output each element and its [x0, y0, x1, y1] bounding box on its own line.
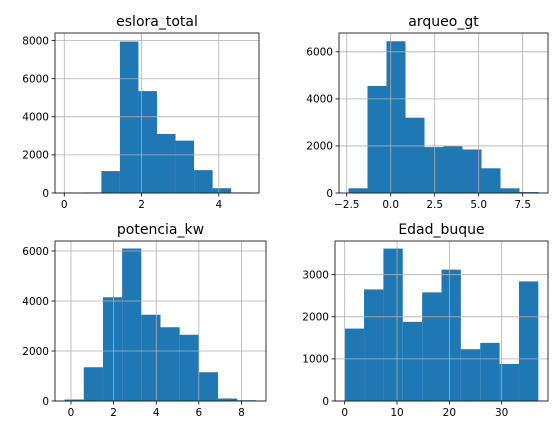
histogram-bar — [480, 342, 500, 401]
histogram-bar — [383, 248, 403, 401]
subplot-title: eslora_total — [116, 14, 198, 30]
y-tick-label: 2000 — [306, 141, 333, 153]
x-tick-label: 4 — [153, 407, 160, 419]
x-tick-label: 7.5 — [514, 199, 531, 211]
subplot-potencia_kw: 0 2 4 6 8 0 2000 4000 6000 potencia_kw — [22, 222, 267, 419]
x-tick-label: 2.5 — [426, 199, 443, 211]
histogram-bar — [441, 269, 461, 401]
histogram-bar — [422, 292, 442, 401]
histogram-bars — [64, 41, 250, 194]
histogram-bar — [160, 327, 180, 401]
y-tick-label: 6000 — [306, 47, 333, 59]
histogram-bar — [157, 133, 176, 193]
y-tick-label: 6000 — [22, 74, 49, 86]
x-tick-label: 8 — [238, 407, 245, 419]
histogram-bar — [141, 314, 161, 401]
y-tick-label: 0 — [326, 188, 333, 200]
y-tick-label: 2000 — [302, 312, 329, 324]
subplot-title: Edad_buque — [398, 222, 484, 238]
x-tick-label: 30 — [495, 407, 508, 419]
histogram-bar — [402, 321, 423, 401]
y-tick-label: 0 — [42, 188, 49, 200]
histogram-bar — [443, 145, 463, 193]
x-tick-label: 5.0 — [470, 199, 487, 211]
x-tick-label: 0 — [341, 407, 348, 419]
subplot-title: potencia_kw — [117, 222, 204, 238]
histogram-bar — [405, 117, 425, 193]
grid-lines — [339, 33, 548, 194]
x-tick-label: 4 — [215, 199, 222, 211]
histogram-bar — [500, 188, 520, 193]
x-tick-label: 2 — [110, 407, 117, 419]
y-tick-label: 1000 — [302, 354, 329, 366]
histogram-bar — [119, 41, 139, 194]
histogram-bar — [462, 149, 482, 193]
histogram-bar — [101, 171, 120, 193]
histogram-bar — [64, 399, 84, 401]
y-tick-label: 8000 — [22, 35, 49, 47]
x-tick-label: 0 — [68, 407, 75, 419]
histogram-bar — [499, 363, 519, 401]
subplot-eslora_total: 0 2 4 0 2000 4000 6000 8000 eslora_total — [22, 14, 260, 211]
histogram-bar — [367, 85, 387, 193]
histogram-bar — [386, 41, 406, 194]
histogram-bars — [344, 248, 539, 401]
y-tick-label: 2000 — [22, 150, 49, 162]
subplot-title: arqueo_gt — [408, 14, 479, 30]
x-tick-label: 20 — [443, 407, 456, 419]
y-tick-label: 4000 — [306, 94, 333, 106]
x-tick-label: 0.0 — [382, 199, 399, 211]
y-tick-label: 2000 — [22, 346, 49, 358]
y-tick-label: 0 — [42, 396, 49, 408]
subplot-arqueo_gt: −2.5 0.0 2.5 5.0 7.5 0 2000 4000 6000 arqueo_gt — [306, 14, 549, 211]
y-tick-label: 6000 — [22, 246, 49, 258]
y-tick-label: 4000 — [22, 296, 49, 308]
subplot-Edad_buque: 0 10 20 30 0 1000 2000 3000 Edad_buque — [302, 222, 549, 419]
y-tick-label: 0 — [322, 396, 329, 408]
histogram-bar — [83, 367, 103, 401]
histogram-bar — [519, 192, 539, 193]
histogram-bar — [344, 328, 365, 401]
axes-frame — [338, 32, 549, 194]
histogram-bar — [424, 147, 444, 193]
axes-frame — [54, 32, 260, 194]
x-tick-label: 2 — [138, 199, 145, 211]
histogram-bar — [194, 170, 213, 193]
x-tick-label: −2.5 — [334, 199, 360, 211]
histogram-bar — [348, 188, 368, 193]
axes-frame — [334, 240, 549, 402]
histogram-bar — [481, 168, 501, 193]
histogram-bar — [102, 297, 123, 401]
histogram-bar — [179, 334, 199, 401]
histogram-bar — [212, 188, 232, 193]
histogram-bar — [198, 372, 219, 401]
x-tick-label: 6 — [196, 407, 203, 419]
x-tick-label: 10 — [390, 407, 403, 419]
histogram-bar — [175, 140, 195, 193]
histogram-bar — [518, 281, 539, 401]
x-tick-label: 0 — [61, 199, 68, 211]
y-tick-label: 3000 — [302, 269, 329, 281]
histogram-bars — [348, 41, 539, 194]
axes-frame — [54, 240, 267, 402]
histogram-bar — [218, 398, 238, 401]
y-tick-label: 4000 — [22, 112, 49, 124]
histogram-bar — [460, 349, 481, 401]
histogram-bar — [122, 248, 142, 401]
histogram-bar — [364, 289, 384, 401]
histogram-bars — [64, 248, 257, 401]
